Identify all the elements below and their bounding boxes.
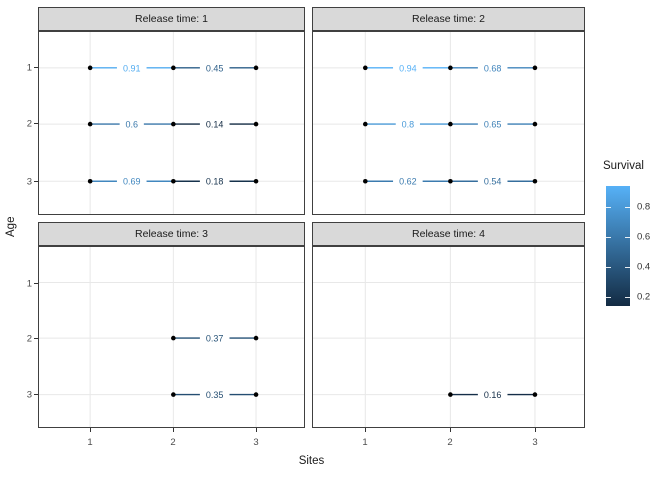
x-tick-label: 1 [362,437,368,448]
facet-strip-label: Release time: 3 [135,228,208,240]
site-point [171,65,176,71]
site-point [171,178,176,184]
y-tick-label: 1 [26,62,32,73]
site-point [532,392,538,397]
facet-panel-release-time-3: 0.37 0.35 [38,246,305,428]
facet-plot-area: 0.37 0.35 [39,247,304,427]
site-point [448,392,453,397]
x-tick-mark [90,428,91,432]
site-point [448,178,453,184]
site-point [363,65,368,71]
survival-value-label: 0.91 [123,63,141,73]
facet-panel-release-time-1: 0.91 0.45 0.6 0.14 0.69 0.18 [38,31,305,215]
y-tick-mark [34,67,38,68]
site-point [87,121,93,127]
site-point [171,335,176,341]
y-tick-label: 3 [26,176,32,187]
x-tick-label: 1 [87,437,93,448]
survival-value-label: 0.65 [484,120,502,130]
legend-tick-mark [606,267,611,268]
survival-value-label: 0.14 [206,120,224,130]
legend-tick-label: 0.4 [637,261,651,273]
legend-tick-mark [625,267,630,268]
legend-gradient-bar [606,186,630,306]
facet-plot-area: 0.16 [313,247,584,427]
legend-title: Survival [603,160,644,172]
survival-value-label: 0.94 [399,63,417,73]
facet-strip-release-time-3: Release time: 3 [38,222,305,246]
survival-value-label: 0.45 [206,63,224,73]
site-point [448,65,453,71]
site-point [448,121,453,127]
legend-tick-mark [625,207,630,208]
x-tick-mark [365,428,366,432]
site-point [171,121,176,127]
y-tick-mark [34,338,38,339]
legend-tick-label: 0.2 [637,291,651,303]
x-tick-mark [173,428,174,432]
survival-value-label: 0.68 [484,63,502,73]
x-axis-title: Sites [298,455,325,467]
facet-strip-label: Release time: 2 [412,13,485,25]
site-point [363,121,368,127]
legend-tick-mark [625,237,630,238]
site-point [87,65,93,71]
x-tick-label: 3 [253,437,259,448]
facet-panel-release-time-2: 0.94 0.68 0.8 0.65 0.62 0.54 [312,31,585,215]
facet-plot-area: 0.94 0.68 0.8 0.65 0.62 0.54 [313,32,584,214]
facet-strip-release-time-1: Release time: 1 [38,7,305,31]
site-point [87,178,93,184]
x-tick-mark [256,428,257,432]
site-point [532,65,538,71]
site-point [171,392,176,397]
x-tick-mark [535,428,536,432]
legend-tick-label: 0.6 [637,231,651,243]
legend-survival: Survival 0.8 0.6 0.4 0.2 [600,160,672,330]
survival-value-label: 0.35 [206,390,224,400]
legend-tick-mark [606,207,611,208]
facet-plot-area: 0.91 0.45 0.6 0.14 0.69 0.18 [39,32,304,214]
facet-strip-release-time-4: Release time: 4 [312,222,585,246]
site-point [253,392,259,397]
y-tick-label: 1 [26,278,32,289]
survival-value-label: 0.69 [123,177,141,187]
site-point [532,121,538,127]
facet-strip-release-time-2: Release time: 2 [312,7,585,31]
site-point [253,335,259,341]
legend-tick-mark [606,297,611,298]
survival-value-label: 0.62 [399,177,417,187]
survival-value-label: 0.16 [484,390,502,400]
x-tick-mark [450,428,451,432]
survival-value-label: 0.6 [125,120,138,130]
x-tick-label: 2 [170,437,176,448]
y-axis-title: Age [5,216,17,238]
legend-tick-mark [606,237,611,238]
survival-value-label: 0.18 [206,177,224,187]
legend-tick-label: 0.8 [637,201,651,213]
facet-panel-release-time-4: 0.16 [312,246,585,428]
y-tick-mark [34,123,38,124]
legend-tick-mark [625,297,630,298]
survival-value-label: 0.37 [206,334,224,344]
site-point [253,178,259,184]
y-tick-mark [34,394,38,395]
y-tick-label: 2 [26,333,32,344]
facet-strip-label: Release time: 4 [412,228,485,240]
survival-value-label: 0.54 [484,177,502,187]
site-point [253,121,259,127]
y-tick-mark [34,181,38,182]
x-tick-label: 2 [447,437,453,448]
x-tick-label: 3 [532,437,538,448]
y-tick-label: 3 [26,389,32,400]
site-point [253,65,259,71]
site-point [532,178,538,184]
y-tick-label: 2 [26,118,32,129]
survival-value-label: 0.8 [402,120,415,130]
site-point [363,178,368,184]
y-tick-mark [34,283,38,284]
facet-strip-label: Release time: 1 [135,13,208,25]
